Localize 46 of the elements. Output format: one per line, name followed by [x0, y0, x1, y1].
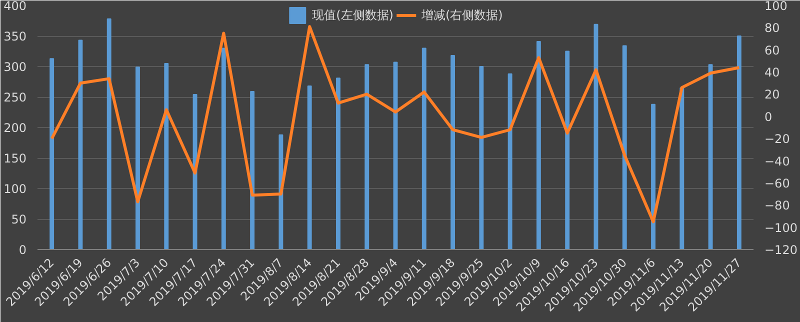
bar — [422, 48, 426, 250]
y2-tick-label: −80 — [764, 198, 790, 213]
bar — [221, 48, 226, 250]
y-tick-label: 100 — [4, 182, 26, 196]
y2-tick-label: −20 — [764, 132, 790, 146]
bar — [50, 58, 54, 250]
y-tick-label: 300 — [4, 60, 26, 74]
legend-label: 现值(左侧数据) — [312, 6, 394, 24]
y-tick-label: 50 — [11, 212, 27, 226]
bar — [622, 45, 627, 250]
bar — [450, 55, 455, 250]
bar — [136, 66, 140, 250]
legend-label: 增减(右侧数据) — [422, 6, 503, 24]
y2-tick-label: 0 — [764, 110, 772, 124]
y-tick-label: 350 — [4, 30, 26, 44]
bar — [106, 18, 112, 250]
y-tick-label: 250 — [4, 90, 26, 104]
bar — [278, 134, 284, 250]
bar — [479, 66, 484, 250]
bar — [651, 104, 656, 250]
y-tick-label: 200 — [4, 121, 26, 135]
y2-tick-label: 100 — [764, 0, 788, 13]
bar — [680, 87, 684, 250]
bar — [336, 78, 340, 250]
bar — [250, 91, 255, 250]
line-series — [50, 25, 741, 224]
bar — [508, 73, 512, 250]
bar — [364, 64, 370, 250]
y2-tick-label: 60 — [764, 43, 780, 58]
bar — [536, 40, 541, 250]
y-tick-label: 150 — [4, 152, 26, 166]
bar — [78, 40, 83, 250]
y2-tick-label: −60 — [764, 176, 790, 190]
y-tick-label: 0 — [18, 243, 27, 257]
y2-tick-label: 80 — [764, 21, 780, 36]
bar — [164, 62, 169, 250]
y2-tick-label: 20 — [764, 88, 780, 102]
y2-tick-label: −100 — [764, 220, 798, 235]
bar — [307, 86, 312, 250]
y2-tick-label: −120 — [764, 243, 798, 257]
bar — [565, 50, 570, 250]
y2-tick-label: −40 — [764, 154, 790, 168]
bar — [736, 36, 742, 250]
bar — [708, 64, 713, 250]
y-tick-label: 400 — [4, 0, 26, 13]
y2-tick-label: 40 — [764, 66, 780, 80]
